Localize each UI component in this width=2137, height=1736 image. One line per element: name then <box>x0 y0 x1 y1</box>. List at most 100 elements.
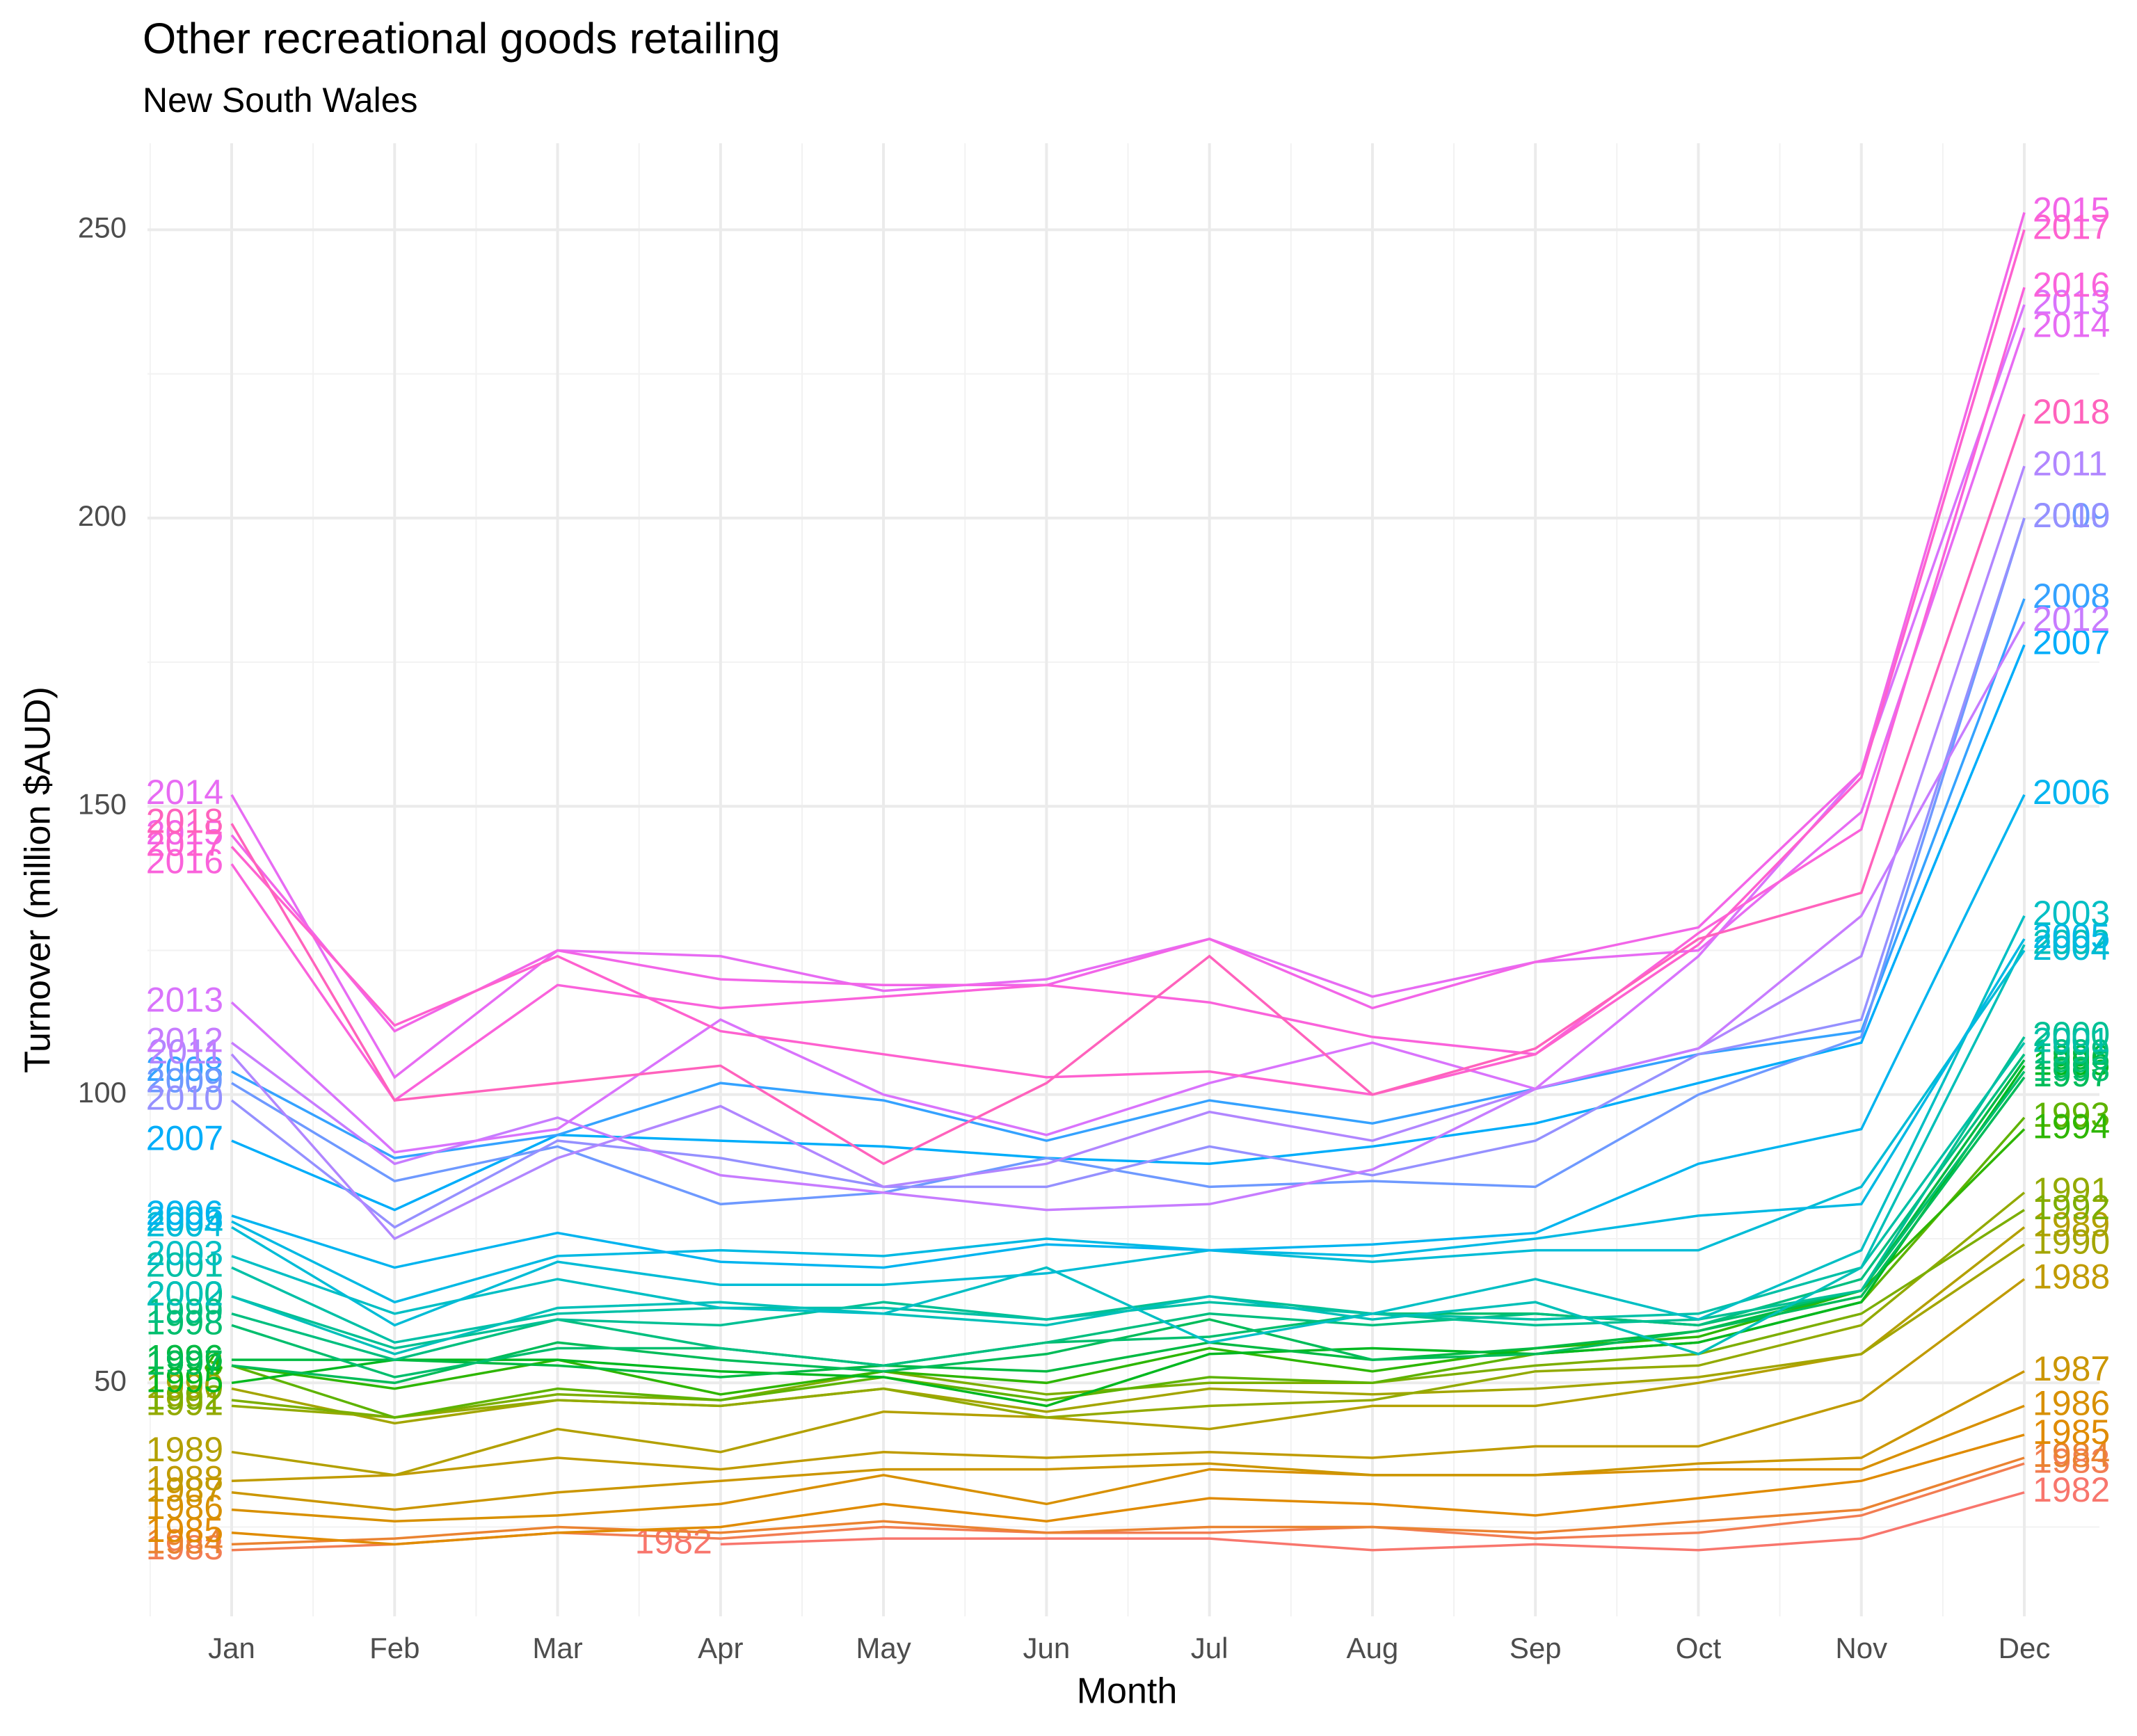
series-label-end: 2008 <box>2033 577 2110 616</box>
series-label-start: 1994 <box>146 1344 223 1383</box>
series-label-end: 1987 <box>2033 1349 2110 1388</box>
series-label-end: 1983 <box>2033 1442 2110 1481</box>
series-label-end: 1995 <box>2033 1044 2110 1083</box>
series-label-start: 1992 <box>146 1378 223 1417</box>
series-line <box>231 1278 2026 1482</box>
y-tick-label: 250 <box>78 211 127 243</box>
series-label-start: 2007 <box>146 1118 223 1157</box>
series-label-end: 2007 <box>2033 622 2110 661</box>
series-label-end: 1990 <box>2033 1223 2110 1262</box>
y-tick-label: 50 <box>94 1364 127 1397</box>
series-label-start: 2003 <box>146 1234 223 1273</box>
x-tick-label: Jul <box>1191 1632 1228 1664</box>
series-label-end: 2013 <box>2033 282 2110 321</box>
x-axis-title: Month <box>1077 1671 1178 1712</box>
x-tick-label: Jan <box>208 1632 255 1664</box>
series-line <box>231 1404 2025 1522</box>
series-label-start: 1989 <box>146 1430 223 1469</box>
series-label-end: 1998 <box>2033 1050 2110 1088</box>
series-line <box>231 1191 2026 1419</box>
series-label-end: 1999 <box>2033 1032 2110 1071</box>
series-label-start: 2000 <box>146 1274 223 1313</box>
series-label-start: 1983 <box>146 1528 223 1567</box>
series-line <box>230 621 2026 1212</box>
series-line <box>231 1076 2026 1385</box>
chart-subtitle: New South Wales <box>143 81 418 120</box>
series-label-start: 1985 <box>146 1511 223 1550</box>
x-tick-label: Dec <box>1999 1632 2051 1664</box>
series-label-end: 2004 <box>2033 929 2110 967</box>
x-tick-label: Sep <box>1510 1632 1562 1664</box>
series-line <box>230 517 2026 1229</box>
series-label-end: 2016 <box>2033 265 2110 304</box>
series-line <box>230 414 2026 1166</box>
series-label-start: 2006 <box>146 1194 223 1232</box>
x-tick-label: Nov <box>1835 1632 1887 1664</box>
series-label-start: 1995 <box>146 1360 223 1399</box>
series-line <box>231 944 2026 1356</box>
x-tick-label: May <box>856 1632 911 1664</box>
series-line <box>231 938 2026 1304</box>
series-label-start: 2010 <box>146 1078 223 1117</box>
series-label-start: 1990 <box>146 1367 223 1406</box>
series-line <box>231 1226 2026 1477</box>
series-label-start: 2004 <box>146 1205 223 1244</box>
series-label-end: 1996 <box>2033 1038 2110 1077</box>
series-label-end: 1989 <box>2033 1205 2110 1244</box>
series-label-start: 2016 <box>146 842 223 881</box>
series-label-start: 2018 <box>146 801 223 840</box>
series-label-start: 1999 <box>146 1292 223 1331</box>
x-tick-label: Feb <box>369 1632 419 1664</box>
series-label-end: 2000 <box>2033 1015 2110 1054</box>
series-line <box>230 465 2026 1241</box>
series-label-end: 2003 <box>2033 894 2110 933</box>
x-tick-label: Jun <box>1023 1632 1071 1664</box>
series-label-end: 2006 <box>2033 773 2110 812</box>
series-label-end: 2017 <box>2033 208 2110 247</box>
series-label-end: 2018 <box>2033 392 2110 431</box>
series-line <box>231 1065 2026 1408</box>
series-label-end: 2012 <box>2033 600 2110 638</box>
x-tick-label: Mar <box>532 1632 582 1664</box>
series-label-start: 1998 <box>146 1303 223 1342</box>
series-line <box>231 794 2026 1269</box>
series-line <box>230 229 2026 1096</box>
series-line <box>231 644 2026 1212</box>
series-line <box>231 949 2026 1327</box>
series-label-end: 1993 <box>2033 1095 2110 1134</box>
series-label-end: 2014 <box>2033 305 2110 344</box>
series-label-end: 1991 <box>2033 1171 2110 1209</box>
series-label-start: 1987 <box>146 1470 223 1509</box>
series-line <box>230 212 2026 1033</box>
series-label-end: 2010 <box>2033 496 2110 535</box>
series-label-start: 2012 <box>146 1020 223 1059</box>
series-label-start: 1993 <box>146 1344 223 1383</box>
series-label-start: 2008 <box>146 1050 223 1088</box>
series-label-end: 1985 <box>2033 1413 2110 1452</box>
series-label-end: 2002 <box>2033 922 2110 961</box>
series-label-end: 1982 <box>2033 1470 2110 1509</box>
series-label-start: 1986 <box>146 1488 223 1527</box>
series-label-start: 1997 <box>146 1344 223 1383</box>
series-line <box>231 1070 2026 1379</box>
series-label-end: 1984 <box>2033 1436 2110 1474</box>
series-label-start: 2002 <box>146 1274 223 1313</box>
y-tick-label: 150 <box>78 787 127 820</box>
series-line <box>231 1036 2026 1350</box>
series-line <box>231 517 2026 1206</box>
series-label-start: 1988 <box>146 1458 223 1497</box>
series-label-start: 2005 <box>146 1199 223 1238</box>
x-tick-label: Oct <box>1676 1632 1722 1664</box>
series-line <box>231 1370 2025 1511</box>
series-label-end: 2015 <box>2033 191 2110 230</box>
y-axis-title: Turnover (million $AUD) <box>18 686 58 1073</box>
series-label-start: 1991 <box>146 1384 223 1423</box>
series-label-start: 2014 <box>146 773 223 812</box>
y-tick-label: 100 <box>78 1076 127 1109</box>
series-line <box>230 327 2026 1079</box>
series-label-end: 1994 <box>2033 1107 2110 1146</box>
y-tick-label: 200 <box>78 499 127 532</box>
series-line <box>231 1456 2025 1546</box>
